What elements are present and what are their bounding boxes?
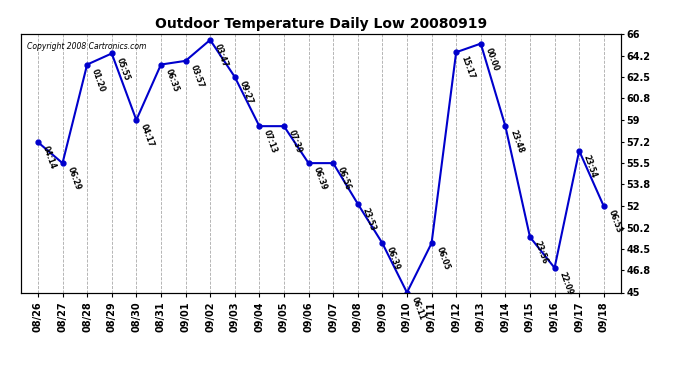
Text: 23:56: 23:56: [533, 240, 549, 266]
Text: 06:11: 06:11: [410, 295, 426, 321]
Text: 07:39: 07:39: [287, 129, 304, 155]
Text: 06:39: 06:39: [311, 166, 328, 192]
Text: 03:47: 03:47: [213, 43, 230, 69]
Text: 06:35: 06:35: [164, 68, 180, 93]
Text: 09:27: 09:27: [237, 80, 255, 105]
Text: 04:17: 04:17: [139, 123, 156, 148]
Text: 06:56: 06:56: [336, 166, 353, 192]
Text: 06:53: 06:53: [607, 209, 623, 235]
Title: Outdoor Temperature Daily Low 20080919: Outdoor Temperature Daily Low 20080919: [155, 17, 487, 31]
Text: 01:20: 01:20: [90, 68, 107, 93]
Text: 23:48: 23:48: [508, 129, 525, 155]
Text: 06:39: 06:39: [385, 246, 402, 272]
Text: 23:54: 23:54: [582, 154, 599, 179]
Text: 04:14: 04:14: [41, 145, 57, 171]
Text: Copyright 2008 Cartronics.com: Copyright 2008 Cartronics.com: [27, 42, 146, 51]
Text: 06:29: 06:29: [66, 166, 82, 192]
Text: 15:17: 15:17: [459, 55, 475, 81]
Text: 06:05: 06:05: [434, 246, 451, 272]
Text: 03:57: 03:57: [188, 64, 205, 89]
Text: 07:13: 07:13: [262, 129, 279, 155]
Text: 00:00: 00:00: [484, 46, 500, 72]
Text: 22:09: 22:09: [558, 271, 574, 296]
Text: 23:53: 23:53: [361, 207, 377, 232]
Text: 05:55: 05:55: [115, 56, 131, 82]
